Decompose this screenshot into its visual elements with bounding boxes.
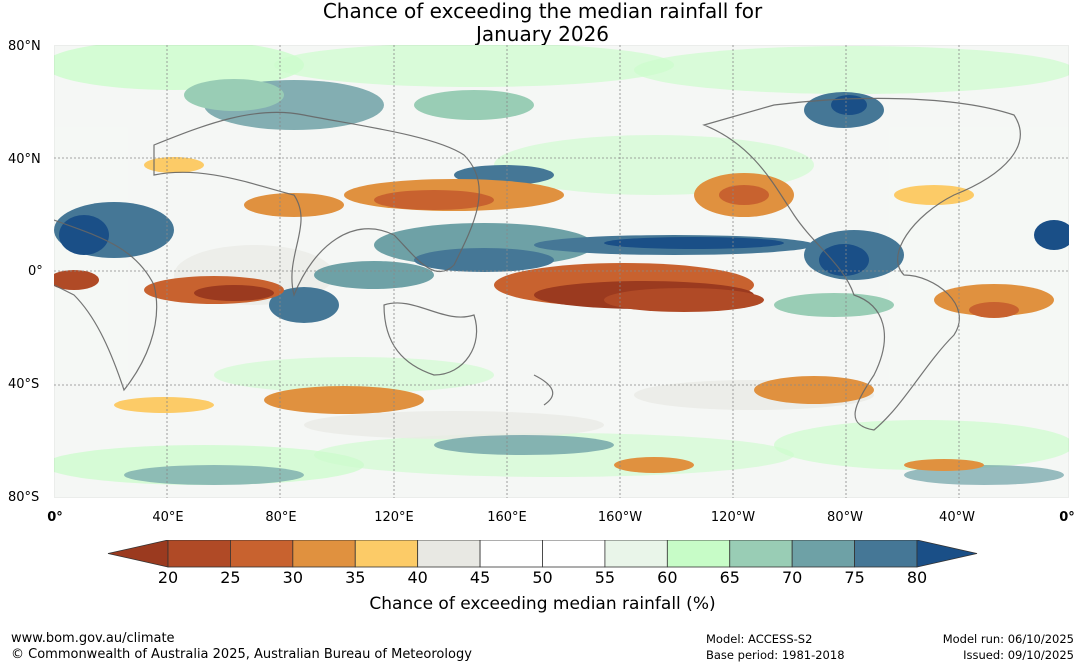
colorbar-bin: [542, 540, 606, 568]
lon-label-80e: 80°E: [265, 510, 297, 525]
title-line-2: January 2026: [475, 22, 610, 46]
colorbar-bin: [854, 540, 918, 568]
colorbar-tick-label: 65: [719, 568, 740, 587]
rainfall-probability-map: [54, 45, 1069, 498]
colorbar-label: Chance of exceeding median rainfall (%): [369, 594, 716, 614]
colorbar-tick-label: 25: [220, 568, 241, 587]
colorbar-bin: [167, 540, 231, 568]
lat-label-40s: 40°S: [8, 377, 40, 392]
lon-label-40e: 40°E: [152, 510, 184, 525]
wet-anomalies: [54, 79, 1069, 485]
model-run-text: Model run: 06/10/2025: [942, 632, 1074, 646]
coastlines: [54, 97, 1021, 431]
copyright-text: © Commonwealth of Australia 2025, Austra…: [11, 647, 472, 662]
dry-anomalies: [54, 157, 1054, 473]
lon-label-120e: 120°E: [374, 510, 414, 525]
colorbar-tick-label: 80: [906, 568, 928, 587]
colorbar-tick-label: 55: [594, 568, 616, 587]
lat-label-80n: 80°N: [8, 39, 41, 54]
colorbar: [107, 540, 978, 568]
lon-label-160e: 160°E: [487, 510, 527, 525]
model-text: Model: ACCESS-S2: [706, 632, 813, 646]
colorbar-bin: [479, 540, 543, 568]
map-title: Chance of exceeding the median rainfall …: [0, 0, 1085, 46]
colorbar-bin: [791, 540, 855, 568]
colorbar-bin: [666, 540, 731, 568]
issued-text: Issued: 09/10/2025: [963, 648, 1074, 662]
lat-label-80s: 80°S: [8, 490, 40, 505]
colorbar-bin: [417, 540, 481, 568]
colorbar-tick-label: 20: [157, 568, 179, 587]
base-period-text: Base period: 1981-2018: [706, 648, 845, 662]
colorbar-bin: [729, 540, 793, 568]
lon-label-0-east: 0°: [1059, 510, 1075, 525]
colorbar-tick-label: 50: [532, 568, 553, 587]
graticule: [54, 45, 1069, 498]
colorbar-tick-label: 70: [781, 568, 803, 587]
website-text: www.bom.gov.au/climate: [11, 631, 175, 646]
lat-label-40n: 40°N: [8, 152, 41, 167]
colorbar-bin: [604, 540, 668, 568]
colorbar-tick-label: 35: [345, 568, 366, 587]
lon-label-120w: 120°W: [710, 510, 756, 525]
colorbar-tick-label: 60: [657, 568, 678, 587]
colorbar-bin: [292, 540, 356, 568]
colorbar-tick-label: 30: [282, 568, 304, 587]
colorbar-over-arrow: [916, 540, 978, 568]
colorbar-bin: [230, 540, 294, 568]
colorbar-bin: [354, 540, 419, 568]
lon-label-40w: 40°W: [939, 510, 975, 525]
lon-label-160w: 160°W: [597, 510, 643, 525]
title-line-1: Chance of exceeding the median rainfall …: [322, 0, 763, 23]
lon-label-80w: 80°W: [827, 510, 863, 525]
colorbar-tick-label: 75: [844, 568, 865, 587]
lat-label-equator: 0°: [28, 264, 43, 279]
colorbar-under-arrow: [107, 540, 169, 568]
lon-label-0-west: 0°: [47, 510, 63, 525]
colorbar-tick-label: 45: [469, 568, 491, 587]
colorbar-tick-label: 40: [407, 568, 428, 587]
